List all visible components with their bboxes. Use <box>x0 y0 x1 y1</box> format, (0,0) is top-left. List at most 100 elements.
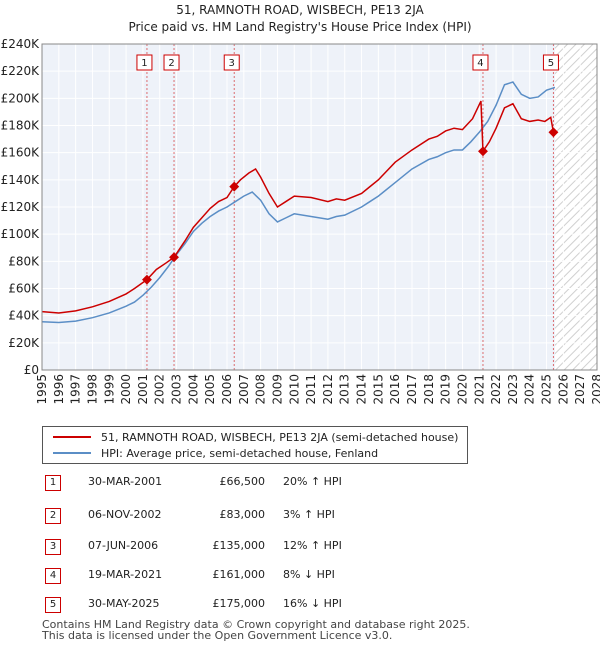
sale-row: 2 06-NOV-2002 £83,000 3% ↑ HPI <box>0 508 600 526</box>
sale-row: 5 30-MAY-2025 £175,000 16% ↓ HPI <box>0 597 600 615</box>
x-tick-label: 2025 <box>540 374 554 405</box>
sale-point <box>478 146 488 157</box>
x-tick-label: 1995 <box>35 374 49 405</box>
y-tick-label: £140K <box>1 173 41 187</box>
legend-label-hpi: HPI: Average price, semi-detached house,… <box>101 446 379 460</box>
legend-item-hpi: HPI: Average price, semi-detached house,… <box>53 445 378 461</box>
x-tick-label: 2017 <box>405 374 419 405</box>
y-tick-label: £40K <box>8 309 40 323</box>
x-tick-label: 1998 <box>85 374 99 405</box>
x-tick-label: 2015 <box>371 374 385 405</box>
x-tick-label: 2023 <box>506 374 520 405</box>
sale-number: 1 <box>45 475 61 491</box>
plot-border <box>41 43 598 371</box>
x-tick-label: 2019 <box>439 374 453 405</box>
sale-date: 19-MAR-2021 <box>88 568 163 581</box>
sale-date: 30-MAR-2001 <box>88 475 163 488</box>
y-tick-label: £80K <box>8 254 40 268</box>
y-tick-label: £0 <box>24 363 39 377</box>
x-tick-label: 2016 <box>388 374 402 405</box>
sale-point <box>548 127 559 138</box>
sale-date: 30-MAY-2025 <box>88 597 160 610</box>
y-tick-label: £220K <box>1 64 41 78</box>
x-tick-label: 2022 <box>489 374 503 405</box>
sale-number: 3 <box>45 539 61 555</box>
sale-price: £66,500 <box>219 475 266 488</box>
legend: 51, RAMNOTH ROAD, WISBECH, PE13 2JA (sem… <box>42 426 468 464</box>
sale-date: 06-NOV-2002 <box>88 508 162 521</box>
sale-label: 1 <box>141 58 147 69</box>
x-tick-label: 2011 <box>304 374 318 405</box>
sale-label-box <box>542 54 559 71</box>
x-tick-label: 2018 <box>422 374 436 405</box>
sale-point <box>141 274 152 285</box>
x-tick-label: 2005 <box>203 374 217 405</box>
x-tick-label: 2027 <box>573 374 587 405</box>
series-line-hpi <box>41 81 556 324</box>
sale-date: 07-JUN-2006 <box>88 539 159 552</box>
chart-subtitle: Price paid vs. HM Land Registry's House … <box>128 20 472 34</box>
sale-label: 3 <box>229 58 235 69</box>
sale-price: £135,000 <box>212 539 266 552</box>
chart-title: 51, RAMNOTH ROAD, WISBECH, PE13 2JA <box>176 3 424 17</box>
x-tick-label: 2009 <box>270 374 284 405</box>
sale-label-box <box>472 54 489 71</box>
y-tick-label: £60K <box>8 282 40 296</box>
x-tick-label: 2004 <box>186 374 200 405</box>
x-tick-label: 1999 <box>102 374 116 405</box>
sale-number: 5 <box>45 597 61 613</box>
price-chart: £0 £20K £40K £60K £80K £100K £120K £140K £160K £1… <box>1 37 600 405</box>
x-tick-label: 2003 <box>170 374 184 405</box>
sale-label-box <box>163 54 180 71</box>
x-tick-label: 2024 <box>523 374 537 405</box>
sale-row: 3 07-JUN-2006 £135,000 12% ↑ HPI <box>0 539 600 557</box>
x-tick-label: 2013 <box>338 374 352 405</box>
y-tick-label: £160K <box>1 146 41 160</box>
x-tick-label: 1996 <box>52 374 66 405</box>
x-tick-label: 2001 <box>136 374 150 405</box>
x-tick-label: 2006 <box>220 374 234 405</box>
x-tick-label: 2014 <box>355 374 369 405</box>
x-tick-label: 2002 <box>153 374 167 405</box>
y-tick-label: £120K <box>1 200 41 214</box>
x-tick-label: 1997 <box>69 374 83 405</box>
x-tick-label: 2028 <box>590 374 600 405</box>
sale-number: 2 <box>45 508 61 524</box>
x-tick-label: 2012 <box>321 374 335 405</box>
sale-hpi-change: 3% ↑ HPI <box>283 508 335 521</box>
sale-price: £175,000 <box>212 597 266 610</box>
footer: Contains HM Land Registry data © Crown c… <box>42 619 470 641</box>
sale-hpi-change: 8% ↓ HPI <box>283 568 335 581</box>
footer-license: This data is licensed under the Open Gov… <box>42 629 393 642</box>
sale-row: 4 19-MAR-2021 £161,000 8% ↓ HPI <box>0 568 600 586</box>
legend-swatch-property <box>53 436 91 438</box>
sale-row: 1 30-MAR-2001 £66,500 20% ↑ HPI <box>0 475 600 493</box>
x-tick-label: 2020 <box>455 374 469 405</box>
y-tick-label: £20K <box>8 336 40 350</box>
sale-point <box>229 181 240 192</box>
y-tick-label: £240K <box>1 37 41 51</box>
x-tick-label: 2007 <box>237 374 251 405</box>
sale-point <box>169 252 179 263</box>
legend-item-property: 51, RAMNOTH ROAD, WISBECH, PE13 2JA (sem… <box>53 429 458 445</box>
sale-hpi-change: 16% ↓ HPI <box>283 597 342 610</box>
y-tick-label: £100K <box>1 227 41 241</box>
sale-number: 4 <box>45 568 61 584</box>
x-tick-label: 2021 <box>472 374 486 405</box>
x-tick-label: 2010 <box>287 374 301 405</box>
y-tick-label: £180K <box>1 119 41 133</box>
legend-swatch-hpi <box>53 452 91 454</box>
y-tick-label: £200K <box>1 91 41 105</box>
legend-label-property: 51, RAMNOTH ROAD, WISBECH, PE13 2JA (sem… <box>101 430 459 444</box>
x-tick-label: 2000 <box>119 374 133 405</box>
sale-hpi-change: 20% ↑ HPI <box>283 475 342 488</box>
sale-price: £83,000 <box>219 508 266 521</box>
sale-label-box <box>223 54 240 71</box>
sale-label: 4 <box>477 58 483 69</box>
x-tick-label: 2026 <box>556 374 570 405</box>
x-tick-label: 2008 <box>254 374 268 405</box>
sale-label: 2 <box>168 58 174 69</box>
series-line-property <box>41 100 556 314</box>
footer-copyright: Contains HM Land Registry data © Crown c… <box>42 618 470 631</box>
sale-label-box <box>136 54 153 71</box>
